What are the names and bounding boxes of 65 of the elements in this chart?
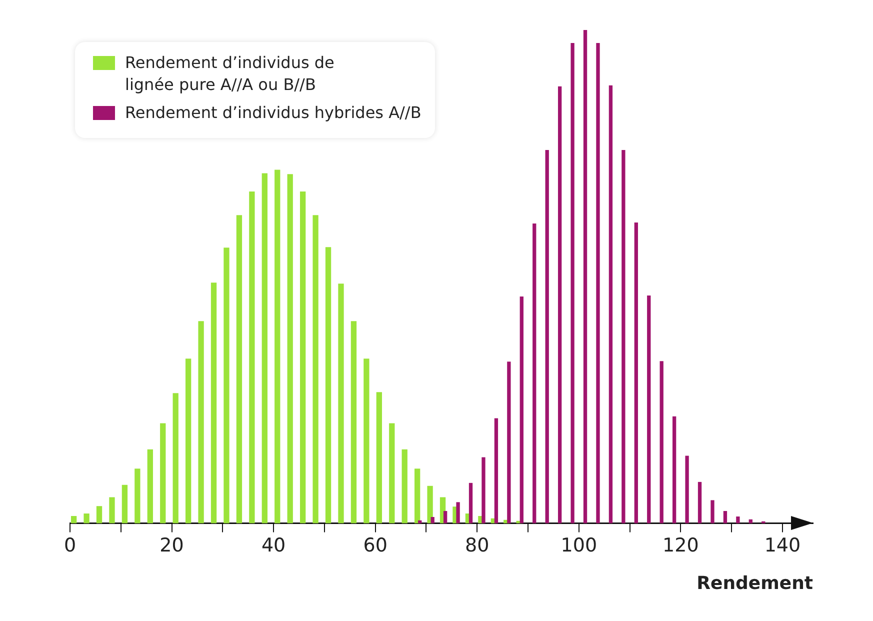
x-tick-label: 100: [560, 534, 598, 557]
bar: [210, 282, 217, 524]
x-tick-label: 40: [261, 534, 286, 557]
bar: [427, 486, 433, 524]
bar: [364, 358, 370, 524]
bar: [520, 296, 524, 524]
bar: [350, 321, 357, 524]
bar: [558, 86, 562, 524]
bar: [430, 516, 434, 524]
bar: [570, 42, 574, 524]
bar: [325, 247, 332, 524]
bar: [84, 514, 90, 524]
bar: [262, 173, 268, 524]
bar: [622, 150, 626, 524]
x-tick-label: 80: [465, 534, 490, 557]
legend-label: Rendement d’individus hybrides A//B: [125, 102, 422, 124]
bar: [287, 174, 293, 524]
bar: [672, 416, 676, 524]
x-axis-title: Rendement: [696, 573, 813, 594]
bar: [249, 191, 255, 524]
bar: [134, 468, 140, 524]
bar: [160, 423, 166, 524]
bar: [414, 468, 420, 524]
bar: [736, 516, 740, 524]
x-tick-label: 140: [764, 534, 801, 557]
bar: [338, 284, 344, 524]
bar: [532, 224, 536, 524]
bar: [596, 42, 600, 524]
x-tick-label: 120: [662, 534, 699, 557]
bar: [122, 484, 128, 524]
bar: [402, 449, 408, 524]
bar: [608, 85, 613, 524]
bar: [147, 449, 153, 524]
bar: [172, 393, 178, 524]
bar: [312, 215, 318, 524]
bar: [468, 482, 473, 524]
bar: [660, 361, 664, 524]
bar: [685, 456, 689, 524]
bar: [96, 506, 102, 524]
bar: [300, 191, 306, 524]
bar: [274, 170, 280, 524]
bar: [109, 497, 115, 524]
x-tick-label: 0: [64, 534, 76, 557]
bar: [507, 362, 511, 524]
bar: [443, 511, 448, 524]
bar: [198, 321, 204, 524]
bar: [482, 457, 486, 524]
bar: [70, 516, 77, 524]
bar: [236, 215, 242, 524]
bar: [545, 150, 549, 524]
bar: [698, 482, 702, 524]
x-tick-label: 20: [160, 534, 184, 557]
bar: [456, 502, 460, 524]
bar: [376, 392, 382, 524]
bar: [494, 418, 498, 524]
bar: [224, 248, 230, 524]
bar: [723, 511, 728, 524]
bar: [583, 30, 588, 524]
x-tick-label: 60: [363, 534, 388, 557]
bar: [185, 358, 192, 524]
bar: [389, 423, 395, 524]
bar: [647, 296, 651, 524]
legend-label: Rendement d’individus de lignée pure A//A ou B//B: [125, 52, 336, 96]
bar: [634, 222, 638, 524]
bar: [710, 500, 714, 524]
